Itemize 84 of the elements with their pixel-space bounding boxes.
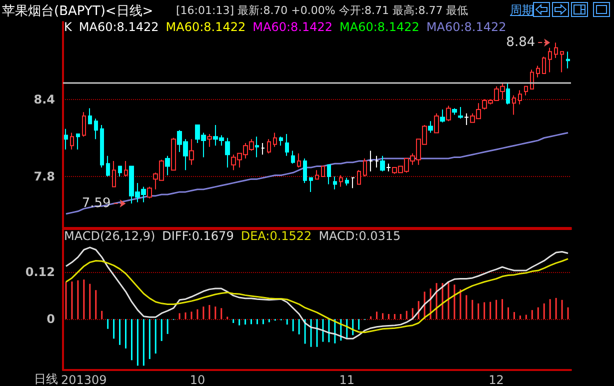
candlestick <box>357 170 361 185</box>
candlestick <box>315 170 319 180</box>
chart-title: 苹果烟台(BAPYT)<日线> <box>2 3 154 20</box>
candlestick <box>560 51 564 73</box>
candlestick <box>440 109 445 123</box>
candlestick <box>446 105 451 122</box>
candlestick <box>88 108 92 124</box>
candlestick <box>82 112 86 138</box>
candlestick <box>255 136 259 158</box>
candlestick <box>309 177 313 192</box>
annotation: MACD(26,12,9) <box>64 229 156 243</box>
candlestick <box>333 176 337 190</box>
candlestick <box>452 108 457 116</box>
annotation: 8.84 <box>506 35 536 50</box>
candlestick <box>530 69 534 90</box>
annotation: K <box>64 20 72 34</box>
candlestick <box>434 112 439 134</box>
candlestick <box>506 82 510 105</box>
line-series <box>65 246 569 340</box>
candlestick <box>536 65 540 78</box>
candlestick <box>70 132 74 150</box>
candlestick <box>369 150 373 172</box>
candlestick <box>273 132 277 148</box>
y-tick-label: 0 <box>46 312 55 326</box>
x-tick-label: 10 <box>190 373 206 386</box>
candlestick <box>207 134 212 148</box>
x-tick-label: 201309 <box>61 373 107 386</box>
candlestick <box>285 134 289 156</box>
candlestick <box>321 166 325 177</box>
candlestick <box>147 186 152 199</box>
candlestick <box>106 155 110 177</box>
line-series <box>65 132 569 215</box>
candlestick <box>112 160 116 188</box>
candlestick <box>267 138 271 154</box>
candlestick <box>279 136 283 146</box>
candlestick <box>297 152 301 168</box>
candlestick <box>100 124 104 168</box>
text: DIFF:0.1679 <box>162 229 234 243</box>
x-tick-label: 11 <box>339 373 355 386</box>
annotation: MA60:8.1422 <box>340 20 420 34</box>
candlestick <box>428 120 433 134</box>
candlestick <box>189 138 194 166</box>
annotation: MA60:8.1422 <box>78 20 159 34</box>
y-tick-label: 7.8 <box>34 170 55 184</box>
candlestick <box>548 47 552 73</box>
candlestick <box>464 112 469 126</box>
candlestick <box>375 155 379 168</box>
line-series <box>65 258 569 334</box>
text: MA60:8.1422 <box>426 20 506 34</box>
candlestick <box>351 177 355 189</box>
text: 周期 <box>510 2 534 19</box>
candlestick <box>363 158 367 177</box>
y-tick-label: 0.12 <box>25 265 55 280</box>
candlestick <box>94 118 98 140</box>
candlestick <box>303 158 307 184</box>
candlestick <box>542 56 546 74</box>
annotation: MACD:0.0315 <box>318 229 401 243</box>
candlestick <box>345 177 349 186</box>
text: DEA:0.1522 <box>240 229 312 243</box>
text: 日线 <box>34 371 58 386</box>
candlestick <box>327 164 331 185</box>
candlestick <box>118 166 122 177</box>
candlestick <box>165 155 170 176</box>
candlestick <box>64 128 68 150</box>
annotation: MA60:8.1422 <box>252 20 332 34</box>
candlestick <box>458 106 463 120</box>
candlestick <box>554 42 558 59</box>
candlestick <box>339 174 343 188</box>
candlestick <box>124 160 128 177</box>
candlestick <box>261 142 265 156</box>
candlestick <box>524 86 528 96</box>
annotation: MA60:8.1422 <box>166 20 246 34</box>
y-tick-label: 8.4 <box>34 92 55 106</box>
candlestick <box>512 94 516 116</box>
candlestick <box>566 51 570 69</box>
candlestick <box>171 137 176 171</box>
candlestick <box>380 155 385 172</box>
candlestick <box>518 90 522 105</box>
candlestick <box>291 150 295 164</box>
chart-subtitle: [16:01:13] 最新:8.70 +0.00% 今开:8.71 最高:8.77 最低 <box>176 3 468 18</box>
candlestick <box>225 137 230 168</box>
candlestick <box>386 163 391 172</box>
x-tick-label: 12 <box>488 373 504 386</box>
candlestick <box>76 134 80 150</box>
